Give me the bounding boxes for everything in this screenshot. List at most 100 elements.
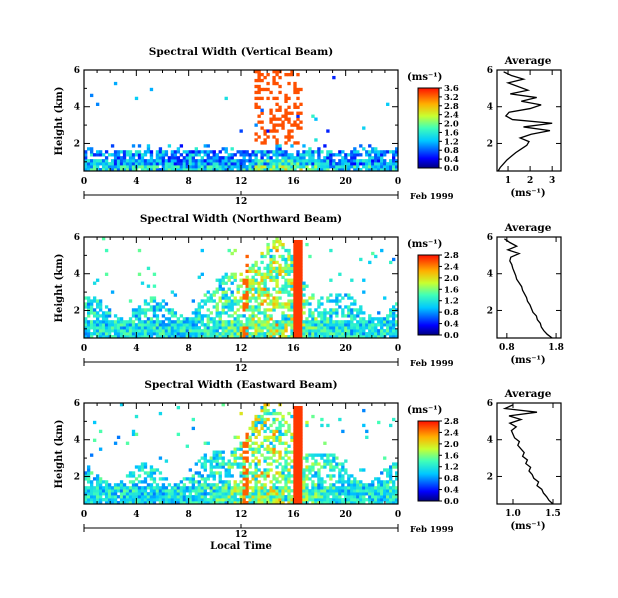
heat-cell: [212, 168, 216, 172]
heat-cell: [377, 483, 381, 487]
heat-cell: [179, 320, 184, 324]
heat-cell: [149, 486, 154, 490]
heat-cell: [272, 483, 276, 487]
heat-cell: [329, 335, 333, 339]
heat-cell: [203, 302, 207, 306]
heat-cell: [188, 477, 193, 481]
heat-cell: [122, 483, 127, 487]
heat-cell: [98, 332, 103, 336]
heat-cell: [155, 317, 160, 321]
heat-cell: [353, 147, 357, 151]
heat-cell: [284, 266, 288, 271]
heat-cell: [278, 329, 282, 333]
heat-cell: [272, 278, 276, 282]
heat-cell: [236, 465, 240, 469]
heat-cell: [290, 70, 294, 74]
heat-cell: [152, 168, 157, 172]
heat-cell: [299, 302, 303, 306]
heat-cell: [125, 495, 130, 499]
heat-cell: [209, 501, 213, 505]
heat-cell: [269, 168, 273, 172]
heat-cell: [239, 462, 243, 466]
heat-cell: [365, 429, 369, 434]
heat-cell: [266, 323, 270, 327]
heat-cell: [155, 150, 160, 154]
heat-cell: [206, 326, 210, 330]
heat-cell: [167, 332, 172, 336]
heat-cell: [296, 72, 300, 77]
heat-cell: [227, 305, 231, 309]
heat-cell: [194, 323, 198, 327]
heat-cell: [278, 84, 282, 89]
heat-cell: [275, 248, 279, 253]
heat-cell: [143, 153, 148, 157]
heat-cell: [275, 123, 279, 127]
heat-cell: [326, 299, 330, 303]
heat-cell: [344, 323, 348, 327]
heat-cell: [278, 480, 282, 484]
heat-cell: [269, 263, 273, 268]
heat-cell: [344, 468, 348, 472]
heat-cell: [347, 501, 351, 505]
heat-cell: [185, 495, 190, 499]
heat-cell: [122, 329, 127, 333]
heat-cell: [329, 483, 333, 487]
heat-cell: [206, 477, 210, 481]
heat-cell: [239, 411, 243, 416]
heat-cell: [239, 465, 243, 469]
heat-cell: [290, 335, 294, 339]
heat-cell: [296, 423, 300, 428]
heat-cell: [374, 329, 378, 333]
heat-cell: [218, 317, 222, 321]
heat-cell: [263, 284, 267, 288]
heat-cell: [158, 150, 163, 154]
heat-cell: [296, 123, 300, 127]
heat-cell: [299, 311, 303, 315]
heat-cell: [155, 329, 160, 333]
heat-cell: [383, 165, 387, 169]
heat-cell: [218, 489, 222, 493]
heat-cell: [218, 465, 222, 469]
heat-cell: [167, 156, 172, 160]
heat-cell: [269, 329, 273, 333]
heat-cell: [269, 308, 273, 312]
heat-cell: [254, 329, 258, 333]
heat-cell: [335, 320, 339, 324]
heat-cell: [227, 462, 231, 466]
heat-cell: [284, 420, 288, 425]
heat-cell: [302, 471, 306, 475]
heat-cell: [86, 474, 91, 478]
heat-cell: [239, 323, 243, 327]
heat-cell: [266, 335, 270, 339]
heat-cell: [305, 498, 309, 502]
heat-cell: [107, 489, 112, 493]
heat-cell: [221, 162, 225, 166]
heat-cell: [179, 153, 184, 157]
heat-cell: [122, 320, 127, 324]
heat-cell: [257, 489, 261, 493]
heat-cell: [134, 314, 139, 318]
heat-cell: [314, 489, 318, 493]
colorbar-tick-label: 2.0: [444, 440, 459, 450]
heat-cell: [314, 323, 318, 327]
heat-cell: [233, 159, 237, 163]
heat-cell: [158, 159, 163, 163]
heat-cell: [236, 162, 240, 166]
heat-cell: [299, 411, 303, 416]
heat-cell: [257, 450, 261, 454]
heat-cell: [371, 492, 375, 496]
heat-cell: [92, 495, 97, 499]
heat-cell: [326, 489, 330, 493]
heat-cell: [326, 296, 330, 300]
heat-cell: [254, 474, 258, 478]
heat-cell: [290, 156, 294, 160]
heat-cell: [284, 468, 288, 472]
heat-cell: [84, 162, 88, 166]
heat-cell: [311, 495, 315, 499]
heat-cell: [263, 168, 267, 172]
heat-cell: [395, 314, 399, 318]
heat-cell: [275, 129, 279, 133]
heat-cell: [314, 471, 318, 475]
heat-cell: [293, 159, 297, 163]
average-frame: [496, 402, 562, 505]
